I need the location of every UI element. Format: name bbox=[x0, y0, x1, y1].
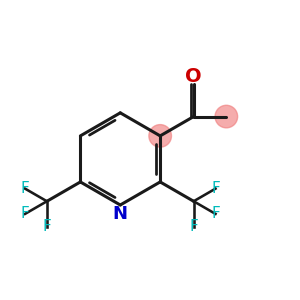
Text: F: F bbox=[43, 219, 51, 234]
Text: F: F bbox=[211, 181, 220, 196]
Circle shape bbox=[215, 105, 238, 128]
Text: F: F bbox=[21, 181, 29, 196]
Text: F: F bbox=[21, 206, 29, 221]
Text: N: N bbox=[113, 205, 128, 223]
Circle shape bbox=[149, 124, 172, 147]
Text: F: F bbox=[211, 206, 220, 221]
Text: O: O bbox=[185, 67, 202, 86]
Text: F: F bbox=[189, 219, 198, 234]
